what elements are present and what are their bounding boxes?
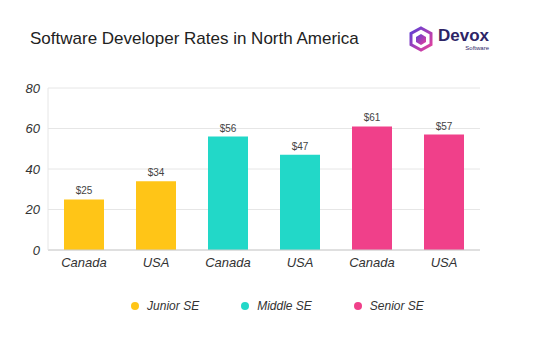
svg-text:0: 0 [33,243,41,258]
svg-text:Canada: Canada [205,255,251,270]
svg-text:40: 40 [26,162,41,177]
html-text:Junior SE: Junior SE [147,299,200,313]
svg-text:60: 60 [26,121,41,136]
svg-text:Canada: Canada [61,255,107,270]
html-text:Middle SE: Middle SE [257,299,312,313]
svg-text:$57: $57 [436,121,453,132]
svg-text:20: 20 [25,202,41,217]
svg-text:$34: $34 [148,167,165,178]
html-text:Senior SE: Senior SE [369,299,424,313]
html-text:Software: Software [465,45,489,51]
svg-text:USA: USA [143,255,170,270]
svg-text:$61: $61 [364,112,381,123]
html-text:Devox: Devox [438,26,489,45]
svg-text:80: 80 [26,81,41,96]
svg-text:USA: USA [431,255,458,270]
svg-text:$56: $56 [220,123,237,134]
svg-text:$47: $47 [292,141,309,152]
html-text:Software Developer Rates in No: Software Developer Rates in North Americ… [30,29,359,48]
svg-text:$25: $25 [76,185,93,196]
svg-text:USA: USA [287,255,314,270]
svg-text:Canada: Canada [349,255,395,270]
